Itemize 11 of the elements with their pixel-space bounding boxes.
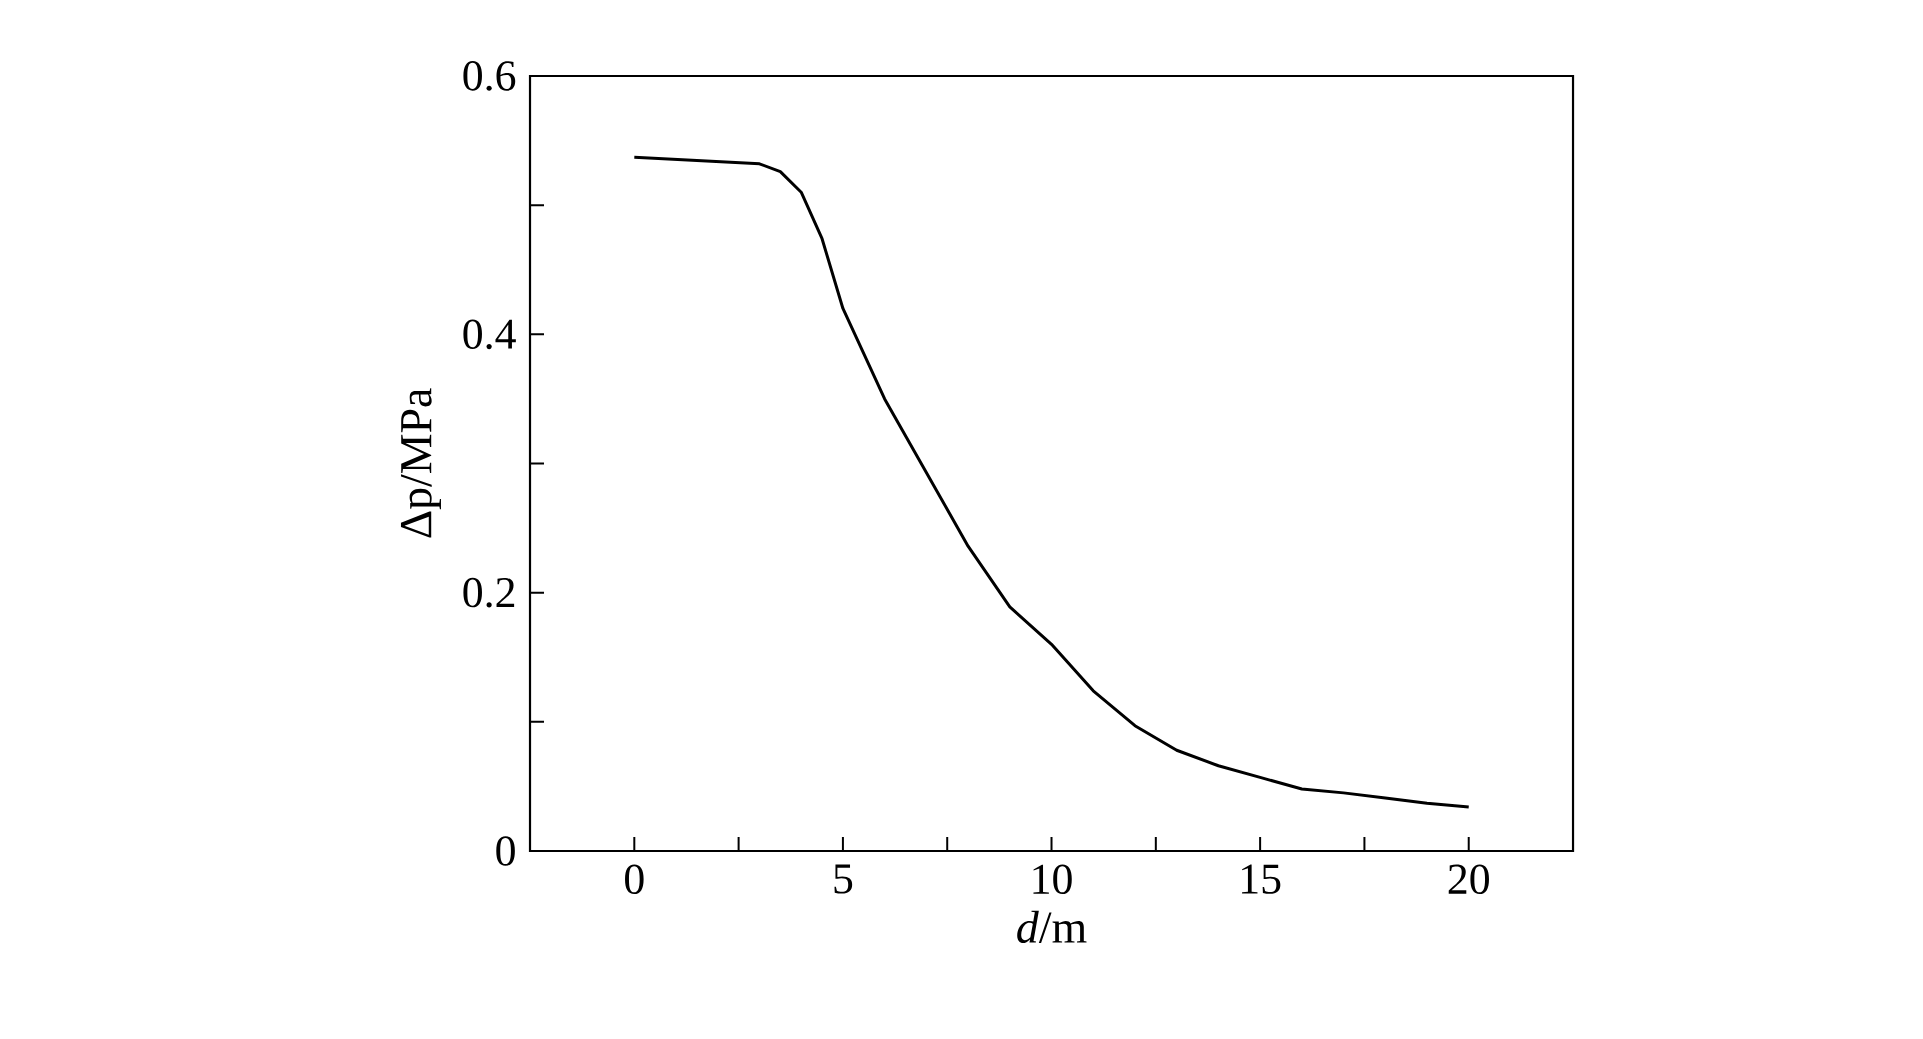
x-tick-label: 5 xyxy=(834,864,853,894)
x-tick-label: 20 xyxy=(1448,864,1489,895)
x-tick-label: 0 xyxy=(625,864,644,895)
x-axis-title: d/m xyxy=(1017,910,1087,944)
x-tick-label: 10 xyxy=(1033,864,1072,895)
x-tick-label: 15 xyxy=(1242,864,1281,894)
y-axis-title: Δp/MPa xyxy=(400,388,441,538)
y-tick-label: 0.4 xyxy=(463,319,516,350)
y-tick-label: 0 xyxy=(496,836,515,866)
y-tick-label: 0.6 xyxy=(463,61,516,91)
y-tick-label: 0.2 xyxy=(463,577,515,608)
